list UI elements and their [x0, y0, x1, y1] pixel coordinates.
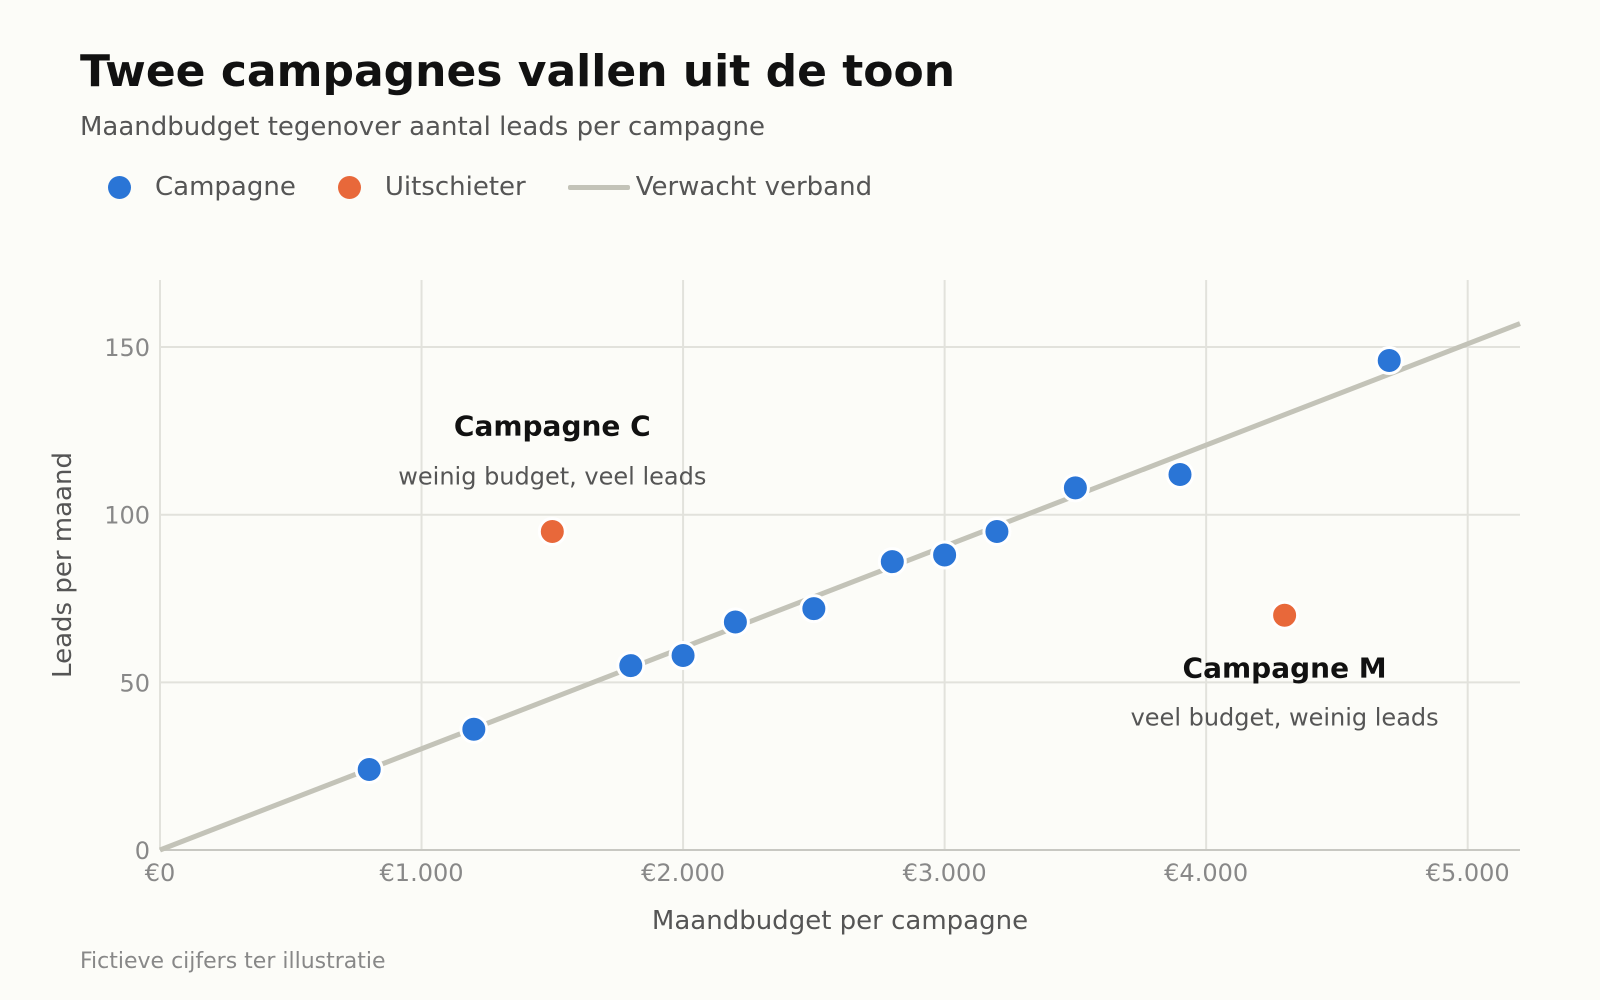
grid	[160, 280, 1520, 850]
x-tick-label: €5.000	[1426, 859, 1510, 887]
outlier-point	[1270, 600, 1300, 630]
x-tick-label: €2.000	[641, 859, 725, 887]
legend-swatch-uitschieter	[337, 175, 361, 199]
campaign-point	[1060, 473, 1090, 503]
campaign-point	[616, 651, 646, 681]
y-axis-title: Leads per maand	[48, 452, 78, 678]
legend-item-verwacht-verband: Verwacht verband	[567, 172, 873, 202]
legend-swatch-verwacht-verband	[567, 184, 630, 190]
legend-item-uitschieter: Uitschieter	[337, 172, 526, 202]
campaign-point	[1165, 459, 1195, 489]
x-tick-label: €0	[145, 859, 176, 887]
campaign-point	[668, 641, 698, 671]
legend-label-verwacht-verband: Verwacht verband	[635, 172, 873, 202]
annotation-text-campagne-c: weinig budget, veel leads	[398, 462, 706, 490]
axes: €0 €1.000 €2.000 €3.000 €4.000 €5.000 0 50 100 15…	[104, 280, 1520, 887]
x-tick-label: €4.000	[1164, 859, 1248, 887]
legend: Campagne Uitschieter Verwacht verband	[108, 172, 872, 202]
chart-title: Twee campagnes vallen uit de toon	[80, 46, 956, 97]
legend-label-campagne: Campagne	[155, 172, 296, 202]
legend-item-campagne: Campagne	[108, 172, 296, 202]
chart-subtitle: Maandbudget tegenover aantal leads per c…	[80, 112, 765, 142]
annotations-layer: Campagne C weinig budget, veel leads Campa…	[398, 409, 1438, 731]
y-tick-label: 150	[104, 334, 150, 362]
points-layer	[354, 345, 1404, 785]
footnote: Fictieve cijfers ter illustratie	[80, 949, 386, 974]
campaign-point	[354, 755, 384, 785]
trend-line-layer	[159, 321, 1521, 853]
campaign-point	[877, 547, 907, 577]
outlier-point	[537, 516, 567, 546]
campaign-point	[1374, 345, 1404, 375]
annotation-title-campagne-c: Campagne C	[454, 409, 651, 442]
campaign-point	[982, 516, 1012, 546]
trend-line	[159, 321, 1521, 853]
annotation-title-campagne-m: Campagne M	[1183, 651, 1387, 684]
y-tick-label: 50	[119, 669, 150, 697]
x-axis-title: Maandbudget per campagne	[652, 906, 1028, 936]
annotation-text-campagne-m: veel budget, weinig leads	[1131, 703, 1439, 731]
legend-swatch-campagne	[108, 175, 131, 199]
x-tick-label: €3.000	[903, 859, 987, 887]
y-tick-label: 100	[104, 502, 150, 530]
legend-label-uitschieter: Uitschieter	[384, 172, 526, 202]
y-tick-label: 0	[135, 837, 150, 865]
campaign-point	[459, 714, 489, 744]
x-tick-label: €1.000	[380, 859, 464, 887]
campaign-point	[720, 607, 750, 637]
campaign-point	[799, 594, 829, 624]
campaign-point	[930, 540, 960, 570]
